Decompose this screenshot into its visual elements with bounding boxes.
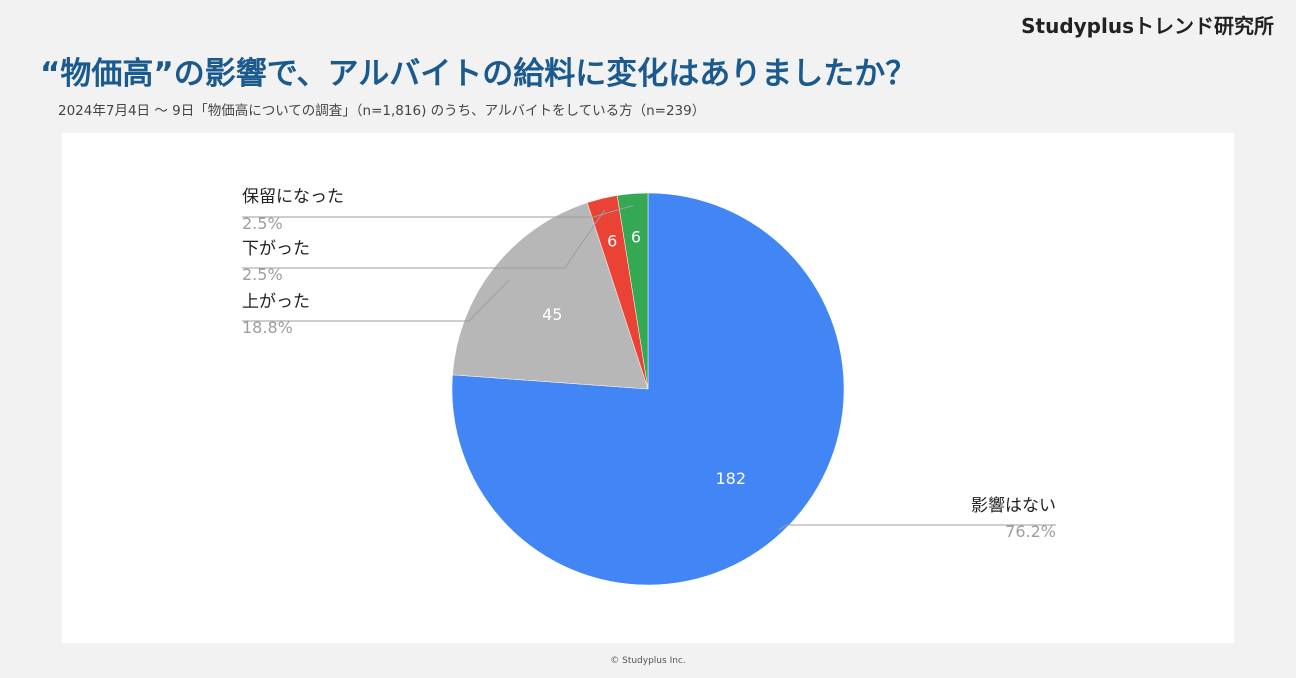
slice-percent-label: 2.5% [242, 265, 283, 284]
page-title: “物価高”の影響で、アルバイトの給料に変化はありましたか？ [40, 56, 917, 92]
brand-logo: Studyplusトレンド研究所 [1021, 14, 1274, 38]
slice-percent-label: 76.2% [1005, 522, 1056, 541]
slice-category-label: 保留になった [242, 187, 344, 207]
slice-category-label: 上がった [242, 292, 310, 312]
pie-chart: 182 45 6 6 影響はない 76.2% 上がった 18.8% 下がった 2.5% 保留になった… [242, 187, 1056, 586]
pie-slice [451, 192, 845, 586]
slice-value-label: 45 [542, 305, 562, 324]
leader-line [242, 204, 634, 218]
leader-line [242, 209, 606, 269]
pie-slice [616, 192, 649, 390]
slice-value-label: 6 [607, 231, 617, 250]
leader-line [242, 279, 510, 322]
leader-line [778, 524, 1056, 531]
slice-category-label: 下がった [242, 239, 310, 259]
slice-percent-label: 2.5% [242, 214, 283, 233]
chart-panel: 182 45 6 6 影響はない 76.2% 上がった 18.8% 下がった 2.5% 保留になった… [62, 133, 1234, 643]
page-subtitle: 2024年7月4日 〜 9日「物価高についての調査」（n=1,816) のうち、… [58, 103, 706, 119]
slice-percent-label: 18.8% [242, 318, 293, 337]
slice-value-label: 182 [715, 469, 746, 488]
slice-category-label: 影響はない [971, 496, 1056, 516]
slice-value-label: 6 [631, 228, 641, 247]
copyright-footer: © Studyplus Inc. [610, 656, 686, 666]
